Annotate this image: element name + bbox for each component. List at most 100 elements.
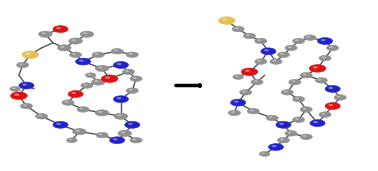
- Circle shape: [261, 48, 276, 55]
- Circle shape: [281, 90, 293, 95]
- Circle shape: [12, 88, 15, 89]
- Circle shape: [91, 79, 105, 85]
- Circle shape: [72, 53, 76, 55]
- Circle shape: [125, 70, 129, 72]
- Circle shape: [300, 73, 312, 78]
- Circle shape: [255, 38, 267, 44]
- Circle shape: [65, 101, 68, 103]
- Circle shape: [322, 113, 325, 115]
- Circle shape: [96, 132, 108, 138]
- Circle shape: [293, 117, 305, 122]
- Circle shape: [277, 137, 290, 143]
- Circle shape: [10, 87, 20, 91]
- Circle shape: [288, 46, 291, 48]
- Circle shape: [128, 123, 133, 125]
- Circle shape: [279, 123, 284, 125]
- Circle shape: [125, 121, 140, 128]
- Circle shape: [321, 39, 325, 41]
- Circle shape: [79, 60, 84, 62]
- Circle shape: [122, 69, 135, 75]
- Circle shape: [325, 86, 340, 92]
- Circle shape: [270, 59, 282, 64]
- Circle shape: [232, 26, 244, 32]
- Circle shape: [71, 92, 76, 94]
- Circle shape: [113, 96, 129, 103]
- Circle shape: [113, 138, 118, 140]
- Circle shape: [62, 100, 74, 105]
- Circle shape: [303, 74, 307, 75]
- Circle shape: [22, 51, 39, 58]
- Circle shape: [76, 130, 80, 132]
- Circle shape: [53, 26, 68, 32]
- Circle shape: [315, 78, 327, 83]
- Circle shape: [319, 55, 331, 61]
- Circle shape: [73, 129, 86, 135]
- Circle shape: [328, 104, 333, 106]
- Circle shape: [318, 79, 322, 81]
- Circle shape: [23, 104, 27, 106]
- Circle shape: [14, 94, 20, 96]
- Circle shape: [118, 130, 132, 136]
- Circle shape: [264, 49, 269, 51]
- Circle shape: [133, 77, 136, 79]
- Circle shape: [246, 34, 250, 36]
- Circle shape: [247, 108, 259, 114]
- Circle shape: [295, 97, 299, 99]
- Circle shape: [67, 138, 77, 143]
- Circle shape: [337, 96, 341, 98]
- Circle shape: [243, 33, 256, 39]
- Circle shape: [60, 46, 65, 48]
- Circle shape: [130, 76, 142, 81]
- Circle shape: [307, 36, 310, 38]
- Circle shape: [117, 63, 121, 65]
- Circle shape: [94, 80, 99, 82]
- Circle shape: [300, 107, 312, 112]
- Circle shape: [77, 107, 89, 112]
- Circle shape: [38, 115, 42, 116]
- Circle shape: [269, 116, 273, 118]
- Circle shape: [114, 113, 128, 119]
- Circle shape: [231, 111, 235, 113]
- Circle shape: [304, 35, 316, 40]
- Circle shape: [313, 66, 318, 69]
- Circle shape: [84, 84, 87, 86]
- Circle shape: [42, 32, 46, 34]
- Circle shape: [277, 52, 290, 57]
- Circle shape: [70, 52, 82, 57]
- Circle shape: [95, 65, 109, 71]
- Circle shape: [329, 46, 333, 48]
- Circle shape: [241, 68, 258, 76]
- Circle shape: [80, 108, 84, 110]
- Circle shape: [240, 90, 252, 95]
- Circle shape: [130, 137, 142, 143]
- Circle shape: [293, 96, 305, 102]
- Circle shape: [218, 17, 235, 24]
- Circle shape: [276, 121, 291, 128]
- Circle shape: [117, 114, 121, 116]
- Circle shape: [268, 144, 284, 150]
- Circle shape: [72, 39, 76, 41]
- Circle shape: [105, 76, 110, 79]
- Circle shape: [289, 79, 301, 85]
- Circle shape: [99, 133, 102, 135]
- Circle shape: [280, 53, 284, 55]
- Circle shape: [254, 80, 257, 82]
- Circle shape: [250, 109, 254, 111]
- Circle shape: [313, 121, 318, 123]
- Circle shape: [110, 137, 125, 144]
- Circle shape: [126, 88, 138, 93]
- Circle shape: [251, 79, 263, 85]
- Circle shape: [129, 53, 133, 55]
- Circle shape: [310, 120, 325, 127]
- Circle shape: [111, 49, 123, 54]
- Circle shape: [257, 60, 261, 62]
- Circle shape: [293, 38, 305, 44]
- Circle shape: [81, 83, 93, 88]
- Circle shape: [322, 56, 325, 58]
- Circle shape: [98, 67, 102, 69]
- Circle shape: [222, 18, 228, 21]
- Circle shape: [117, 97, 121, 99]
- Circle shape: [284, 91, 288, 93]
- Circle shape: [235, 27, 239, 29]
- Circle shape: [328, 87, 333, 89]
